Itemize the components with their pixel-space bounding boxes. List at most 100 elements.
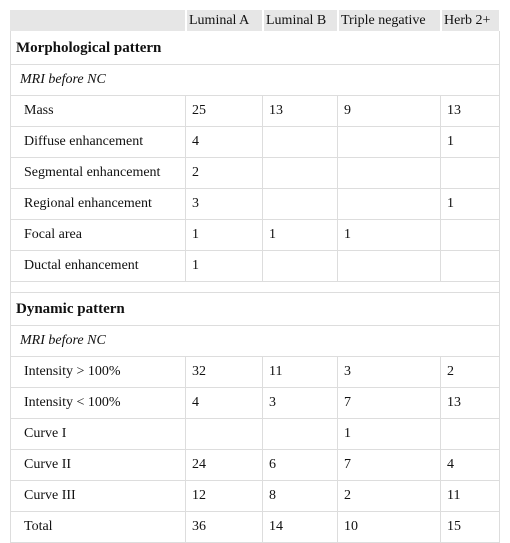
cell-divider (185, 356, 186, 387)
cell-value: 13 (269, 103, 283, 118)
section-subtitle: MRI before NC (20, 333, 106, 348)
cell-value: 12 (192, 488, 206, 503)
cell-value: 24 (192, 457, 206, 472)
data-row (10, 511, 500, 543)
data-row (10, 449, 500, 481)
cell-value: 1 (447, 134, 454, 149)
cell-value: 7 (344, 395, 351, 410)
data-row (10, 126, 500, 158)
cell-value: 1 (192, 258, 199, 273)
cell-divider (337, 449, 338, 480)
cell-divider (337, 188, 338, 219)
row-label: Curve I (24, 426, 67, 441)
cell-value: 13 (447, 395, 461, 410)
cell-value: 3 (269, 395, 276, 410)
cell-divider (185, 188, 186, 219)
cell-divider (337, 480, 338, 511)
column-header: Herb 2+ (444, 13, 491, 28)
cell-divider (185, 449, 186, 480)
cell-divider (262, 126, 263, 157)
row-label: Intensity < 100% (24, 395, 121, 410)
cell-divider (337, 511, 338, 542)
cell-value: 25 (192, 103, 206, 118)
cell-divider (262, 511, 263, 542)
cell-value: 2 (192, 165, 199, 180)
cell-value: 14 (269, 519, 283, 534)
header-row (10, 10, 499, 31)
cell-divider (337, 356, 338, 387)
cell-value: 4 (192, 134, 199, 149)
cell-divider (185, 157, 186, 188)
row-label: Mass (24, 103, 54, 118)
data-row (10, 188, 500, 220)
cell-divider (440, 250, 441, 281)
header-divider (440, 10, 442, 31)
cell-divider (440, 126, 441, 157)
row-label: Curve III (24, 488, 76, 503)
cell-value: 7 (344, 457, 351, 472)
cell-divider (262, 387, 263, 418)
cell-divider (262, 418, 263, 449)
cell-value: 11 (269, 364, 283, 379)
cell-divider (440, 356, 441, 387)
cell-value: 1 (447, 196, 454, 211)
section-title: Dynamic pattern (16, 301, 125, 317)
cell-value: 1 (344, 426, 351, 441)
cell-value: 3 (344, 364, 351, 379)
cell-divider (337, 418, 338, 449)
cell-value: 9 (344, 103, 351, 118)
cell-divider (337, 250, 338, 281)
cell-value: 11 (447, 488, 461, 503)
row-label: Regional enhancement (24, 196, 152, 211)
cell-value: 1 (344, 227, 351, 242)
cell-divider (440, 157, 441, 188)
data-row (10, 480, 500, 512)
row-label: Segmental enhancement (24, 165, 161, 180)
cell-value: 36 (192, 519, 206, 534)
row-label: Diffuse enhancement (24, 134, 144, 149)
column-header: Luminal B (266, 13, 327, 28)
cell-divider (440, 95, 441, 126)
cell-divider (440, 418, 441, 449)
cell-divider (262, 219, 263, 250)
cell-value: 10 (344, 519, 358, 534)
data-row (10, 418, 500, 450)
data-row (10, 157, 500, 189)
row-label: Intensity > 100% (24, 364, 121, 379)
spacer-row (10, 281, 500, 293)
cell-value: 6 (269, 457, 276, 472)
cell-divider (337, 219, 338, 250)
section-subtitle-row (10, 64, 500, 96)
cell-divider (337, 95, 338, 126)
cell-value: 8 (269, 488, 276, 503)
section-title: Morphological pattern (16, 40, 162, 56)
section-title-row (10, 292, 500, 326)
cell-value: 1 (192, 227, 199, 242)
cell-divider (440, 387, 441, 418)
cell-divider (440, 511, 441, 542)
data-row (10, 250, 500, 282)
header-divider (337, 10, 339, 31)
cell-divider (262, 157, 263, 188)
row-label: Focal area (24, 227, 82, 242)
data-row (10, 219, 500, 251)
cell-divider (185, 126, 186, 157)
cell-divider (337, 157, 338, 188)
column-header: Triple negative (341, 13, 426, 28)
cell-value: 15 (447, 519, 461, 534)
section-subtitle-row (10, 325, 500, 357)
cell-divider (262, 449, 263, 480)
cell-value: 13 (447, 103, 461, 118)
section-subtitle: MRI before NC (20, 72, 106, 87)
header-divider (262, 10, 264, 31)
row-label: Ductal enhancement (24, 258, 139, 273)
cell-divider (262, 95, 263, 126)
cell-divider (185, 387, 186, 418)
row-label: Curve II (24, 457, 72, 472)
data-row (10, 95, 500, 127)
cell-value: 1 (269, 227, 276, 242)
data-row (10, 387, 500, 419)
cell-divider (185, 95, 186, 126)
cell-divider (262, 188, 263, 219)
